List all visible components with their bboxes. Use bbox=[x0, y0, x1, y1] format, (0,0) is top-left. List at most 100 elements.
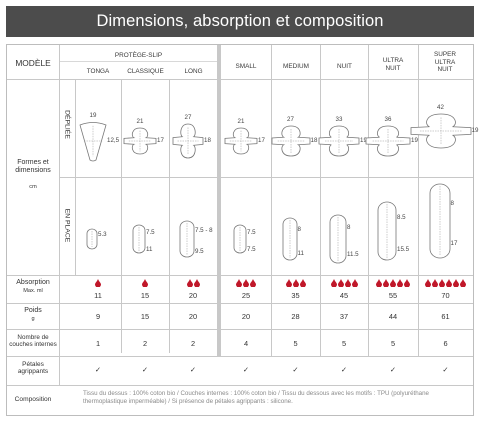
drop-icon bbox=[243, 279, 249, 287]
absorption-drops-super-ultra-nuit bbox=[418, 279, 473, 287]
pad-unfolded-ultra-nuit bbox=[365, 125, 411, 157]
model-ultra-nuit: ULTRA NUIT bbox=[382, 57, 404, 72]
dim-inplace-a-nuit: 8 bbox=[347, 224, 351, 231]
couches-value-small: 4 bbox=[243, 339, 249, 348]
drop-icon bbox=[460, 279, 466, 287]
dim-width-nuit: 19 bbox=[360, 137, 367, 144]
drop-icon bbox=[446, 279, 452, 287]
pad-unfolded-long bbox=[172, 123, 204, 159]
pad-inplace-long bbox=[179, 220, 195, 258]
dim-length-long: 27 bbox=[184, 114, 192, 121]
pad-inplace-medium bbox=[282, 217, 297, 261]
absorption-drops-long bbox=[169, 279, 217, 287]
couches-value-medium: 5 bbox=[293, 339, 298, 348]
poids-value-classique: 15 bbox=[140, 312, 150, 321]
absorption-value-super-ultra-nuit: 70 bbox=[441, 291, 450, 300]
drop-icon bbox=[236, 279, 242, 287]
petales-check-tonga: ✓ bbox=[94, 365, 102, 374]
dim-inplace-b-classique: 11 bbox=[146, 246, 153, 253]
dim-inplace-b-medium: 11 bbox=[297, 249, 304, 257]
dim-length-ultra-nuit: 36 bbox=[384, 116, 392, 123]
drop-icon bbox=[439, 279, 445, 287]
couches-value-nuit: 5 bbox=[341, 339, 347, 348]
drop-icon bbox=[292, 279, 299, 287]
dim-width-tonga: 12,5 bbox=[107, 137, 120, 144]
absorption-value-small: 25 bbox=[241, 291, 251, 300]
dim-width-ultra-nuit: 19 bbox=[411, 137, 418, 144]
drop-icon bbox=[142, 279, 148, 287]
title-bar: Dimensions, absorption et composition bbox=[6, 6, 474, 37]
drop-icon bbox=[330, 279, 337, 287]
absorption-drops-ultra-nuit bbox=[368, 279, 418, 287]
model-tonga: TONGA bbox=[86, 68, 110, 75]
model-classique: CLASSIQUE bbox=[127, 68, 164, 75]
pad-inplace-classique bbox=[132, 224, 146, 254]
dim-length-nuit: 33 bbox=[335, 116, 343, 123]
composition-label: Composition bbox=[14, 396, 52, 403]
drop-icon bbox=[404, 279, 410, 287]
petales-check-nuit: ✓ bbox=[340, 365, 348, 374]
page-title: Dimensions, absorption et composition bbox=[96, 12, 384, 30]
drop-icon bbox=[432, 279, 438, 287]
pad-unfolded-small bbox=[224, 127, 258, 155]
drop-icon bbox=[95, 279, 101, 287]
dim-inplace-b-super-ultra-nuit: 17 bbox=[450, 239, 458, 247]
absorption-value-long: 20 bbox=[188, 291, 198, 300]
dim-width-small: 17 bbox=[258, 137, 265, 144]
dim-inplace-a-long: 7.5 - 8 bbox=[195, 227, 213, 234]
drop-icon bbox=[453, 279, 459, 287]
pad-inplace-small bbox=[233, 224, 247, 254]
poids-value-small: 20 bbox=[241, 312, 251, 321]
absorption-drops-nuit bbox=[320, 279, 368, 287]
dim-length-tonga: 19 bbox=[89, 112, 97, 119]
absorption-value-nuit: 45 bbox=[339, 291, 349, 300]
petales-check-long: ✓ bbox=[189, 365, 197, 374]
absorption-drops-medium bbox=[271, 279, 320, 287]
poids-value-long: 20 bbox=[188, 312, 198, 321]
dim-inplace-a-small: 7.5 bbox=[247, 229, 256, 236]
dim-inplace-b-small: 7.5 bbox=[247, 246, 256, 253]
pad-inplace-tonga bbox=[86, 228, 98, 250]
petales-check-small: ✓ bbox=[242, 365, 250, 374]
pad-unfolded-medium bbox=[271, 125, 310, 157]
pad-inplace-ultra-nuit bbox=[377, 201, 397, 261]
formes-label: Formes et dimensions cm bbox=[15, 159, 51, 191]
couches-value-super-ultra-nuit: 6 bbox=[443, 339, 448, 348]
model-super-ultra-nuit: SUPER ULTRA NUIT bbox=[433, 51, 457, 74]
poids-value-medium: 28 bbox=[291, 312, 300, 321]
dim-inplace-b-long: 9.5 bbox=[195, 248, 204, 255]
pad-unfolded-classique bbox=[123, 127, 157, 155]
absorption-value-ultra-nuit: 55 bbox=[388, 291, 398, 300]
dim-inplace-a-super-ultra-nuit: 8 bbox=[450, 199, 454, 207]
drop-icon bbox=[425, 279, 431, 287]
absorption-drops-classique bbox=[121, 279, 169, 287]
modele-header: MODÈLE bbox=[15, 58, 51, 68]
drop-icon bbox=[383, 279, 389, 287]
poids-value-tonga: 9 bbox=[95, 312, 101, 321]
drop-icon bbox=[186, 279, 193, 287]
poids-value-nuit: 37 bbox=[339, 312, 349, 321]
dim-inplace-a-classique: 7.5 bbox=[146, 229, 155, 236]
dim-inplace-a-ultra-nuit: 8.5 bbox=[397, 213, 406, 221]
drop-icon bbox=[285, 279, 292, 287]
model-nuit: NUIT bbox=[337, 63, 352, 70]
en-place-label: EN PLACE bbox=[63, 208, 71, 243]
drop-icon bbox=[299, 279, 306, 287]
dim-inplace-a-tonga: 5.3 bbox=[98, 231, 107, 238]
petales-check-classique: ✓ bbox=[141, 365, 149, 374]
couches-value-ultra-nuit: 5 bbox=[390, 339, 396, 348]
drop-icon bbox=[390, 279, 396, 287]
petales-label: Pétales agrippants bbox=[17, 361, 49, 376]
pad-inplace-nuit bbox=[329, 214, 347, 264]
poids-value-ultra-nuit: 44 bbox=[388, 312, 398, 321]
dim-inplace-b-ultra-nuit: 15.5 bbox=[397, 245, 410, 253]
drop-icon bbox=[397, 279, 403, 287]
dim-length-small: 21 bbox=[237, 118, 245, 125]
couches-value-classique: 2 bbox=[142, 339, 148, 348]
drop-icon bbox=[351, 279, 358, 287]
poids-label: Poids g bbox=[24, 307, 42, 323]
drop-icon bbox=[337, 279, 344, 287]
absorption-drops-tonga bbox=[75, 279, 121, 287]
dim-length-super-ultra-nuit: 42 bbox=[437, 104, 444, 111]
dim-inplace-a-medium: 8 bbox=[297, 225, 301, 233]
